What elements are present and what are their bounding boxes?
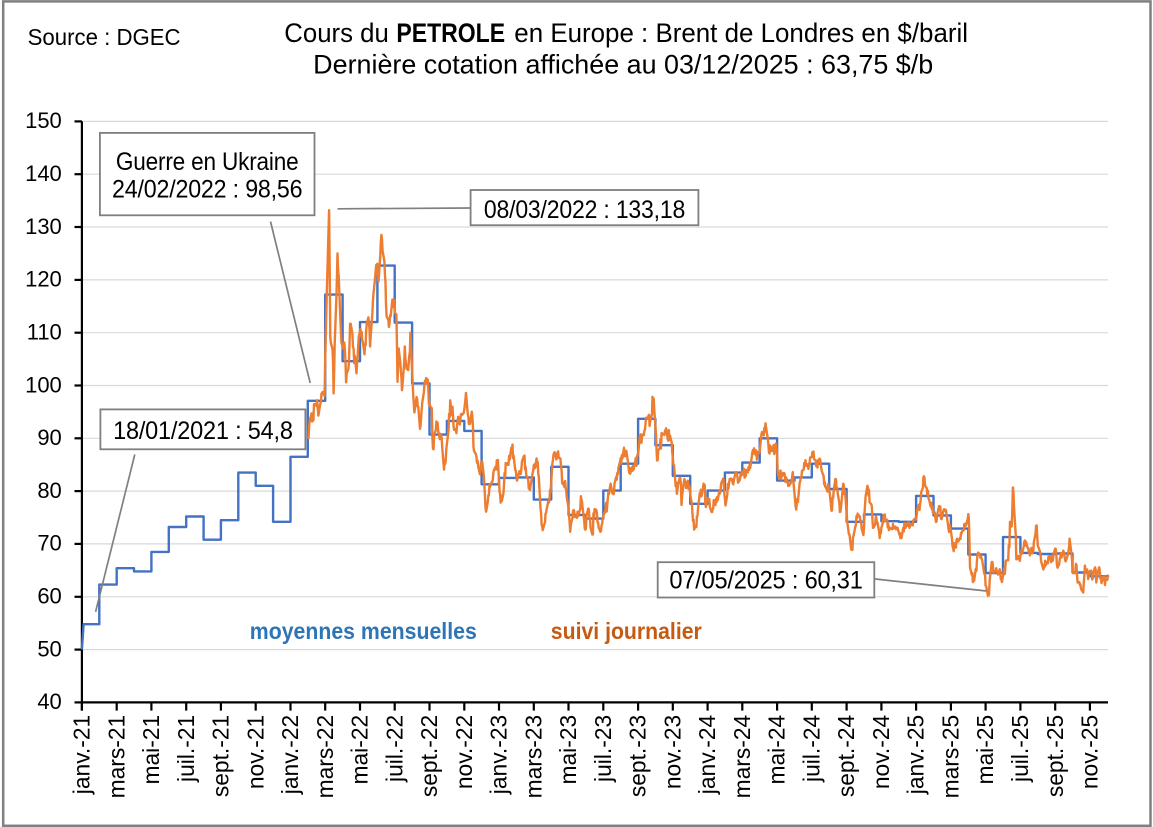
svg-text:60: 60 (37, 584, 61, 609)
svg-text:juil.-25: juil.-25 (1007, 715, 1033, 783)
svg-text:en Europe : Brent de Londres e: en Europe : Brent de Londres en $/baril (514, 18, 968, 48)
svg-text:50: 50 (37, 636, 61, 661)
svg-text:nov.-22: nov.-22 (451, 715, 477, 789)
svg-text:mai-24: mai-24 (764, 714, 790, 784)
svg-text:Cours du: Cours du (284, 18, 389, 48)
svg-text:mars-23: mars-23 (520, 715, 546, 799)
svg-text:mars-22: mars-22 (312, 715, 338, 799)
svg-text:janv.-22: janv.-22 (277, 715, 303, 795)
svg-text:80: 80 (37, 478, 61, 503)
svg-text:mai-25: mai-25 (972, 715, 998, 785)
svg-text:40: 40 (37, 689, 61, 714)
svg-text:janv.-24: janv.-24 (694, 714, 720, 795)
svg-text:suivi journalier: suivi journalier (551, 618, 702, 644)
svg-text:mai-23: mai-23 (555, 715, 581, 785)
svg-text:07/05/2025 : 60,31: 07/05/2025 : 60,31 (669, 566, 862, 594)
svg-text:nov.-21: nov.-21 (242, 715, 268, 789)
svg-text:mai-21: mai-21 (138, 715, 164, 785)
svg-text:mars-24: mars-24 (729, 714, 755, 798)
svg-text:sept.-21: sept.-21 (208, 715, 234, 797)
svg-text:Dernière cotation affichée au: Dernière cotation affichée au 03/12/2025… (313, 49, 933, 79)
svg-text:janv.-23: janv.-23 (486, 715, 512, 795)
svg-text:140: 140 (25, 161, 62, 186)
svg-text:150: 150 (25, 108, 62, 133)
svg-text:juil.-24: juil.-24 (798, 714, 824, 782)
svg-text:24/02/2022 : 98,56: 24/02/2022 : 98,56 (112, 175, 302, 203)
svg-text:100: 100 (25, 372, 62, 397)
svg-text:juil.-23: juil.-23 (590, 715, 616, 783)
svg-text:sept.-24: sept.-24 (833, 714, 859, 797)
svg-text:sept.-22: sept.-22 (416, 715, 442, 797)
svg-text:juil.-22: juil.-22 (381, 715, 407, 783)
svg-text:janv.-21: janv.-21 (69, 715, 95, 795)
svg-text:sept.-25: sept.-25 (1042, 715, 1068, 797)
svg-text:110: 110 (27, 320, 62, 345)
svg-text:janv.-25: janv.-25 (903, 715, 929, 795)
svg-text:nov.-23: nov.-23 (659, 715, 685, 789)
svg-text:mars-25: mars-25 (938, 715, 964, 799)
svg-text:PETROLE: PETROLE (396, 18, 505, 48)
svg-text:90: 90 (37, 425, 61, 450)
svg-text:Source : DGEC: Source : DGEC (28, 24, 181, 50)
svg-text:moyennes mensuelles: moyennes mensuelles (250, 618, 477, 644)
svg-text:08/03/2022 : 133,18: 08/03/2022 : 133,18 (484, 196, 685, 224)
svg-text:juil.-21: juil.-21 (173, 715, 199, 783)
svg-text:120: 120 (25, 267, 62, 292)
svg-text:18/01/2021 : 54,8: 18/01/2021 : 54,8 (113, 417, 293, 445)
svg-text:mars-21: mars-21 (103, 715, 129, 799)
svg-text:nov.-24: nov.-24 (868, 714, 894, 789)
svg-text:130: 130 (25, 214, 62, 239)
svg-text:nov.-25: nov.-25 (1077, 715, 1103, 789)
svg-text:sept.-23: sept.-23 (625, 715, 651, 797)
svg-text:70: 70 (37, 531, 61, 556)
svg-text:Guerre en Ukraine: Guerre en Ukraine (116, 148, 299, 176)
svg-text:mai-22: mai-22 (347, 715, 373, 785)
